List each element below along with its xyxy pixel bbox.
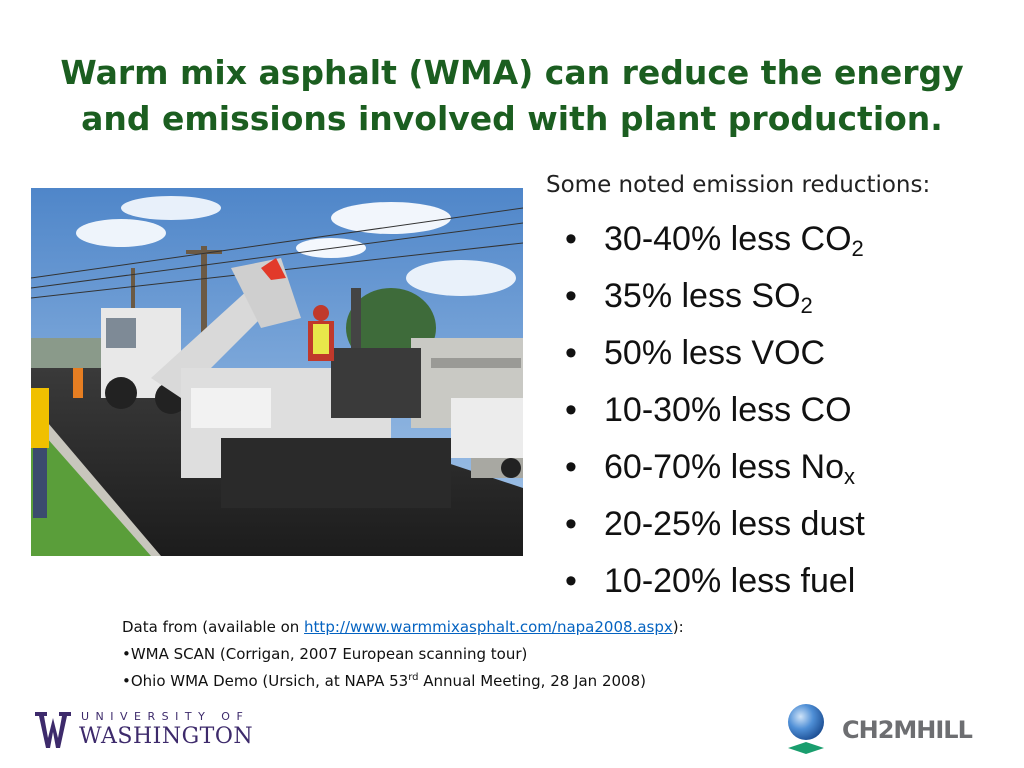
list-item: • 10-20% less fuel (565, 556, 865, 613)
uw-bottom-text: WASHINGTON (79, 724, 254, 749)
sources-line-3-prefix: •Ohio WMA Demo (Ursich, at NAPA 53 (122, 672, 409, 690)
reductions-list: • 30-40% less CO2 • 35% less SO2 • 50% less… (565, 214, 865, 613)
slide-title-line-2: and emissions involved with plant produc… (81, 99, 943, 138)
bullet: • (565, 505, 577, 543)
sources-prefix: Data from (available on (122, 618, 305, 636)
sources-line-2: •WMA SCAN (Corrigan, 2007 European scann… (122, 645, 528, 663)
list-item: • 50% less VOC (565, 328, 865, 385)
uw-top-text: UNIVERSITY OF (81, 710, 250, 723)
sources-line-1: Data from (available on http://www.warmm… (122, 614, 684, 641)
source-link[interactable]: http://www.warmmixasphalt.com/napa2008.a… (304, 618, 673, 636)
ch2m-hill-wordmark: CH2MHILL (842, 716, 973, 744)
list-item-text: 60-70% less No (604, 448, 845, 486)
ch2m-globe-icon (788, 704, 824, 754)
bullet: • (565, 334, 577, 372)
ch2m-hill-logo: CH2MHILL (780, 700, 1010, 760)
asphalt-paving-photo (31, 188, 523, 556)
bullet: • (565, 220, 577, 258)
bullet: • (565, 562, 577, 600)
list-item-text: 30-40% less CO (604, 220, 852, 258)
bullet: • (565, 448, 577, 486)
list-item-text: 10-20% less fuel (604, 562, 856, 600)
list-item-subscript: x (844, 464, 856, 489)
bullet: • (565, 277, 577, 315)
slide-title: Warm mix asphalt (WMA) can reduce the en… (20, 50, 1004, 142)
list-item: • 35% less SO2 (565, 271, 865, 328)
list-item-text: 50% less VOC (604, 334, 826, 372)
list-item-text: 10-30% less CO (604, 391, 852, 429)
university-of-washington-logo: UNIVERSITY OF WASHINGTON (35, 708, 275, 758)
list-item: • 10-30% less CO (565, 385, 865, 442)
bullet: • (565, 391, 577, 429)
list-item: • 60-70% less Nox (565, 442, 865, 499)
list-item: • 20-25% less dust (565, 499, 865, 556)
list-item-subscript: 2 (800, 293, 813, 318)
uw-w-icon (35, 712, 71, 748)
list-item-text: 20-25% less dust (604, 505, 865, 543)
slide-title-line-1: Warm mix asphalt (WMA) can reduce the en… (60, 53, 964, 92)
sources-suffix: ): (672, 618, 684, 636)
sources-line-3: •Ohio WMA Demo (Ursich, at NAPA 53rd Ann… (122, 668, 684, 695)
sources-line-3-superscript: rd (408, 672, 419, 683)
reductions-intro: Some noted emission reductions: (546, 172, 931, 198)
data-sources: Data from (available on http://www.warmm… (122, 614, 684, 695)
list-item-subscript: 2 (851, 236, 864, 261)
list-item-text: 35% less SO (604, 277, 801, 315)
list-item: • 30-40% less CO2 (565, 214, 865, 271)
sources-line-3-suffix: Annual Meeting, 28 Jan 2008) (418, 672, 646, 690)
